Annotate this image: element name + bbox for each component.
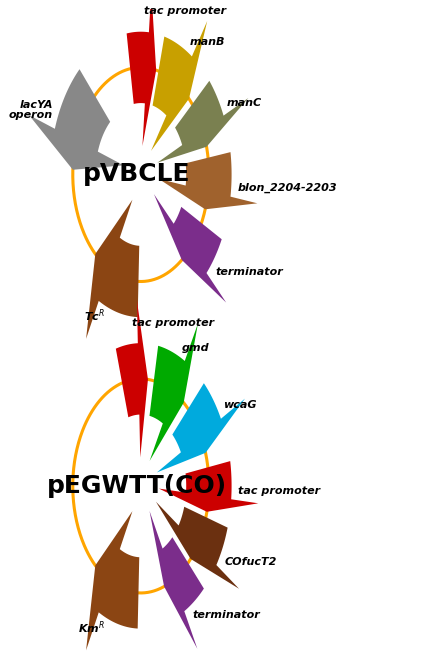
Polygon shape	[116, 301, 148, 457]
Polygon shape	[151, 21, 207, 151]
Polygon shape	[157, 81, 248, 163]
Text: tac promoter: tac promoter	[238, 486, 320, 496]
Polygon shape	[157, 383, 245, 473]
Text: pEGWTT(CO): pEGWTT(CO)	[47, 474, 227, 498]
Text: lacYA
operon: lacYA operon	[9, 99, 53, 120]
Text: COfucT2: COfucT2	[225, 557, 277, 567]
Polygon shape	[149, 511, 204, 649]
Polygon shape	[29, 70, 124, 169]
Polygon shape	[149, 324, 198, 461]
Polygon shape	[86, 511, 139, 650]
Text: terminator: terminator	[215, 267, 283, 277]
Text: wcaG: wcaG	[223, 400, 256, 410]
Text: manB: manB	[189, 37, 225, 48]
Text: Tc$^R$: Tc$^R$	[84, 308, 104, 324]
Text: tac promoter: tac promoter	[144, 5, 226, 16]
Polygon shape	[86, 200, 139, 339]
Text: Km$^R$: Km$^R$	[77, 619, 104, 636]
Polygon shape	[159, 152, 257, 209]
Polygon shape	[154, 194, 226, 303]
Polygon shape	[159, 461, 258, 512]
Text: pVBCLE: pVBCLE	[83, 162, 191, 187]
Polygon shape	[156, 502, 239, 589]
Text: tac promoter: tac promoter	[133, 318, 214, 328]
Text: manC: manC	[226, 98, 262, 108]
Text: terminator: terminator	[192, 610, 260, 620]
Polygon shape	[127, 0, 156, 146]
Text: gmd: gmd	[182, 343, 210, 353]
Text: blon_2204-2203: blon_2204-2203	[237, 183, 337, 193]
